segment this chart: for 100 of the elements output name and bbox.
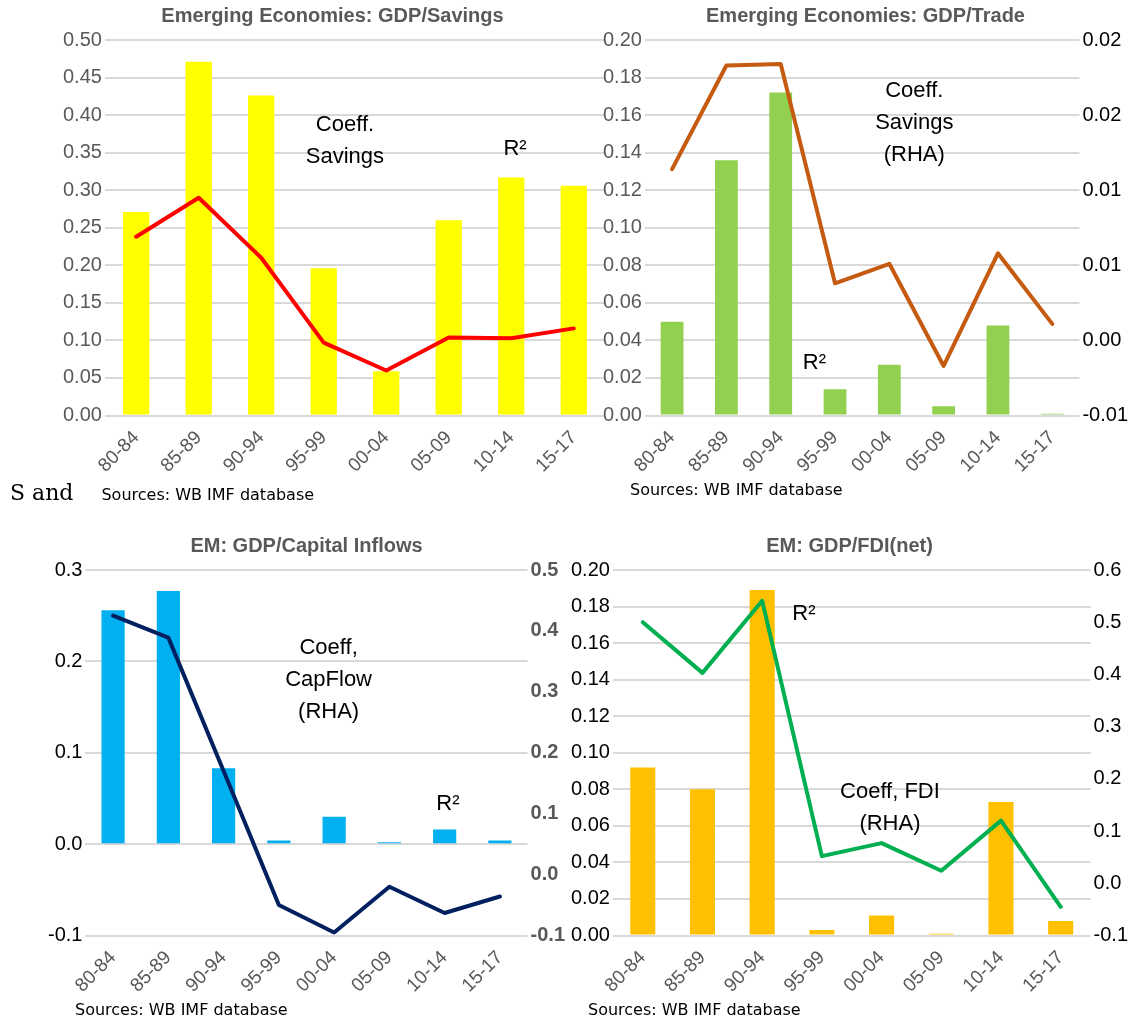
- text: S and: [10, 480, 74, 505]
- y2-tick-label: 0.1: [530, 801, 559, 824]
- y-tick-label: 0.08: [570, 776, 610, 799]
- y-tick-label: 0.14: [570, 667, 610, 690]
- y-tick-label: 0.05: [62, 365, 102, 388]
- annotation: Coeff. Savings: [305, 111, 385, 169]
- y-tick-label: 0.0: [54, 831, 83, 854]
- source-note: Sources: WB IMF database: [75, 1000, 288, 1019]
- y2-tick-label: 0.1: [1093, 818, 1122, 841]
- bar: [433, 829, 457, 844]
- y-tick-label: 0.3: [54, 557, 83, 580]
- bar: [769, 92, 793, 415]
- y2-tick-label: 0.4: [1093, 661, 1122, 684]
- y-tick-label: 0.12: [602, 177, 642, 200]
- chart-title: EM: GDP/FDI(net): [766, 533, 933, 556]
- annotation: R²: [792, 599, 816, 625]
- y-tick-label: 0.40: [62, 102, 102, 125]
- chart-title: Emerging Economies: GDP/Savings: [161, 3, 504, 26]
- y2-tick-label: 0.01: [1082, 177, 1122, 200]
- bar: [185, 61, 212, 415]
- bar: [714, 160, 738, 415]
- bar: [322, 816, 346, 844]
- y-tick-label: 0.16: [570, 630, 610, 653]
- y-tick-label: 0.00: [62, 403, 102, 426]
- annotation: Coeff, CapFlow (RHA): [285, 633, 373, 723]
- y-tick-label: 0.10: [62, 327, 102, 350]
- chart-title: Emerging Economies: GDP/Trade: [706, 3, 1025, 26]
- bar: [749, 590, 775, 935]
- y2-tick-label: 0.2: [1093, 766, 1122, 789]
- y-tick-label: 0.10: [602, 215, 642, 238]
- bar: [488, 840, 512, 844]
- y-tick-label: 0.02: [570, 886, 610, 909]
- bar: [310, 268, 337, 415]
- y-tick-label: 0.06: [570, 813, 610, 836]
- y-tick-label: 0.50: [62, 27, 102, 50]
- y-tick-label: 0.12: [570, 703, 610, 726]
- bar: [660, 321, 684, 415]
- y2-tick-label: -0.01: [1082, 403, 1129, 426]
- y-tick-label: 0.18: [602, 65, 642, 88]
- y2-tick-label: 0.3: [1093, 714, 1122, 737]
- y2-tick-label: 0.4: [530, 618, 560, 641]
- y-tick-label: 0.18: [570, 594, 610, 617]
- y2-tick-label: 0.5: [530, 557, 559, 580]
- y-tick-label: 0.35: [62, 140, 102, 163]
- source-note: Sources: WB IMF database: [101, 485, 315, 504]
- y-tick-label: 0.10: [570, 740, 610, 763]
- bar: [435, 220, 462, 415]
- y2-tick-label: 0.6: [1093, 557, 1122, 580]
- y-tick-label: 0.02: [602, 365, 642, 388]
- y-tick-label: 0.15: [62, 290, 102, 313]
- bar: [123, 211, 150, 415]
- bar: [689, 789, 716, 935]
- y-tick-label: 0.08: [602, 252, 642, 275]
- annotation: R²: [802, 349, 826, 375]
- y2-tick-label: -0.1: [530, 923, 566, 946]
- source-note: Sources: WB IMF database: [588, 1000, 801, 1019]
- y-tick-label: 0.20: [602, 27, 642, 50]
- y-tick-label: 0.2: [54, 648, 83, 671]
- bar: [869, 915, 895, 935]
- y-tick-label: 0.1: [54, 740, 83, 763]
- y-tick-label: 0.04: [570, 849, 610, 872]
- annotation: R²: [503, 134, 527, 160]
- y-tick-label: 0.06: [602, 290, 642, 313]
- y2-tick-label: 0.3: [530, 679, 559, 702]
- bar: [986, 325, 1010, 415]
- bar: [809, 930, 835, 935]
- bar: [630, 767, 656, 935]
- annotation: Coeff. Savings (RHA): [875, 76, 954, 166]
- bar: [248, 95, 275, 415]
- bar: [498, 177, 525, 415]
- y2-tick-label: 0.01: [1082, 252, 1122, 275]
- y2-tick-label: 0.02: [1082, 102, 1122, 125]
- y-tick-label: 0.04: [602, 327, 642, 350]
- y-tick-label: 0.20: [570, 557, 610, 580]
- bar: [560, 185, 587, 415]
- y2-tick-label: 0.02: [1082, 27, 1122, 50]
- bar: [212, 768, 236, 844]
- annotation: Coeff, FDI (RHA): [840, 777, 940, 835]
- y-tick-label: 0.16: [602, 102, 642, 125]
- y-tick-label: 0.45: [62, 65, 102, 88]
- source-note: Sources: WB IMF database: [630, 480, 843, 499]
- y2-tick-label: 0.0: [1093, 870, 1122, 893]
- y-tick-label: 0.00: [602, 403, 642, 426]
- bar: [988, 802, 1014, 935]
- y-tick-label: 0.30: [62, 177, 102, 200]
- bar: [373, 371, 400, 415]
- y2-tick-label: 0.2: [530, 740, 559, 763]
- y2-tick-label: -0.1: [1093, 923, 1129, 946]
- chart-title: EM: GDP/Capital Inflows: [190, 533, 423, 556]
- bar: [823, 389, 847, 415]
- y2-tick-label: 0.0: [530, 862, 559, 885]
- y2-tick-label: 0.00: [1082, 327, 1122, 350]
- bar: [101, 610, 125, 844]
- bar: [156, 591, 180, 844]
- y-tick-label: 0.25: [62, 215, 102, 238]
- y2-tick-label: 0.5: [1093, 609, 1122, 632]
- bar: [877, 364, 901, 415]
- y-tick-label: 0.20: [62, 252, 102, 275]
- bar: [1048, 920, 1074, 935]
- y-tick-label: 0.00: [570, 923, 610, 946]
